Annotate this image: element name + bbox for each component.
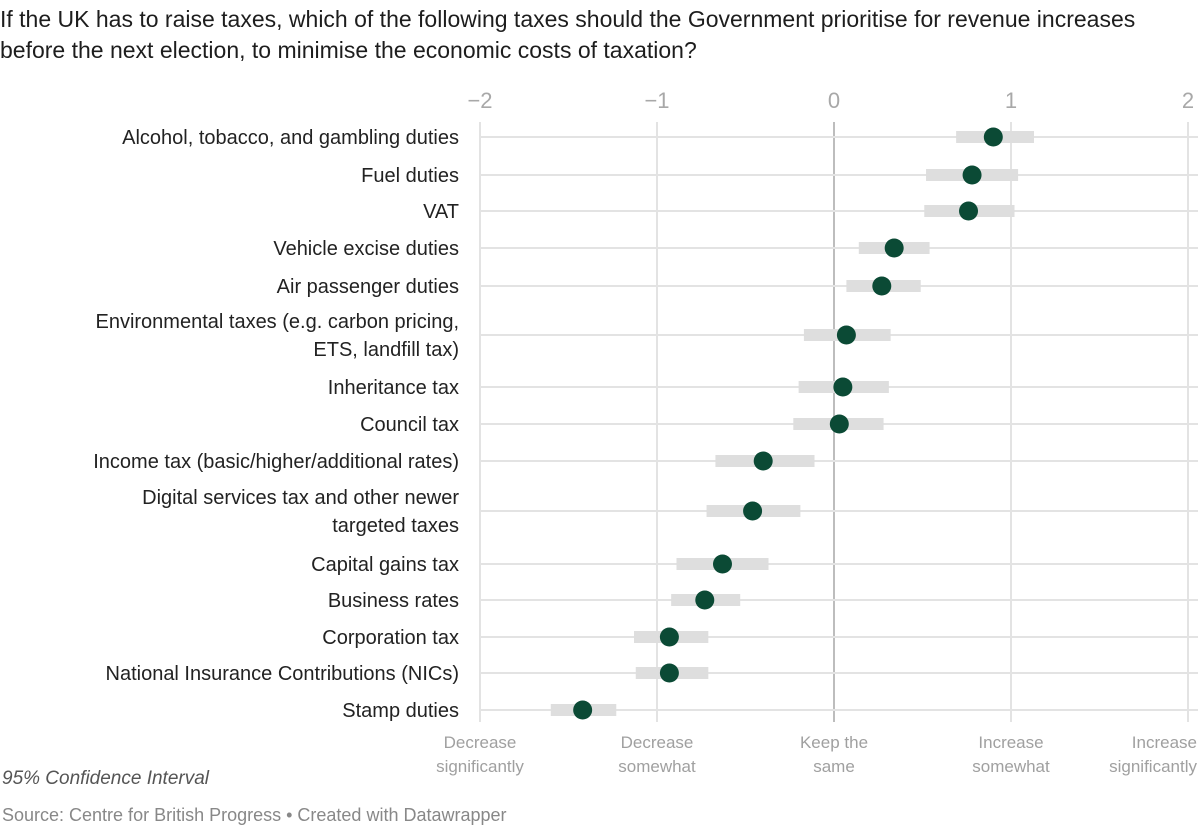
data-point	[659, 627, 679, 647]
row-label: Capital gains tax	[311, 554, 459, 576]
scale-label: Increase	[1132, 733, 1197, 752]
row-label: Inheritance tax	[328, 377, 459, 399]
x-tick-label: 0	[828, 88, 840, 113]
data-point	[695, 590, 715, 610]
data-point	[743, 501, 763, 521]
row-label: targeted taxes	[332, 515, 459, 537]
ci-note: 95% Confidence Interval	[2, 768, 210, 789]
x-tick-label: 1	[1005, 88, 1017, 113]
row-label: VAT	[423, 201, 459, 223]
scale-label: Decrease	[621, 733, 694, 752]
x-tick-label: −2	[467, 88, 492, 113]
scale-label: somewhat	[972, 757, 1050, 776]
scale-label: Decrease	[444, 733, 517, 752]
row-label: Corporation tax	[322, 627, 459, 649]
row-label: Income tax (basic/higher/additional rate…	[93, 451, 459, 473]
scale-label: same	[813, 757, 855, 776]
data-point	[712, 554, 732, 574]
scale-label: significantly	[436, 757, 524, 776]
scale-label: Keep the	[800, 733, 868, 752]
scale-label: somewhat	[618, 757, 696, 776]
source-line: Source: Centre for British Progress • Cr…	[2, 805, 507, 825]
data-point	[829, 414, 849, 434]
row-label: Environmental taxes (e.g. carbon pricing…	[95, 311, 459, 333]
row-label: Stamp duties	[342, 700, 459, 722]
data-point	[884, 238, 904, 258]
scale-label: significantly	[1109, 757, 1197, 776]
x-tick-label: 2	[1182, 88, 1194, 113]
row-label: Council tax	[360, 414, 459, 436]
data-point	[872, 276, 892, 296]
row-label: Alcohol, tobacco, and gambling duties	[122, 127, 459, 149]
scale-label: Increase	[978, 733, 1043, 752]
data-point	[983, 127, 1003, 147]
row-label: Digital services tax and other newer	[142, 487, 459, 509]
row-label: Vehicle excise duties	[273, 238, 459, 260]
row-label: Air passenger duties	[277, 276, 459, 298]
data-point	[962, 165, 982, 185]
data-point	[959, 201, 979, 221]
row-label: ETS, landfill tax)	[313, 339, 459, 361]
data-point	[836, 325, 856, 345]
data-point	[659, 663, 679, 683]
data-point	[833, 377, 853, 397]
row-label: National Insurance Contributions (NICs)	[106, 663, 460, 685]
data-point	[753, 451, 773, 471]
chart-title: If the UK has to raise taxes, which of t…	[0, 6, 1136, 63]
data-point	[573, 700, 593, 720]
row-label: Fuel duties	[361, 165, 459, 187]
x-tick-label: −1	[644, 88, 669, 113]
row-label: Business rates	[328, 590, 459, 612]
